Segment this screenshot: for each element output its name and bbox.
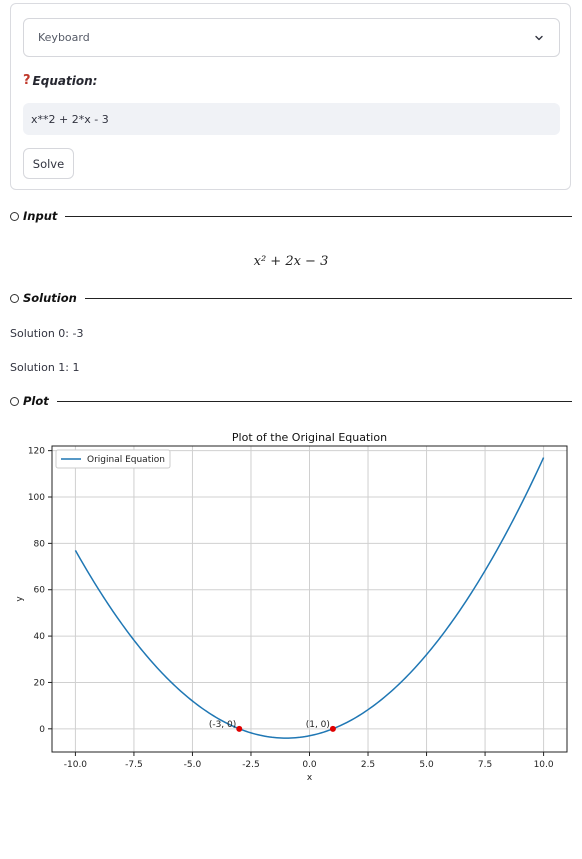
legend-label: Original Equation: [87, 455, 165, 465]
legend-box: [55, 449, 171, 469]
section-circle-icon: [10, 211, 19, 221]
y-tick-label: 60: [34, 586, 46, 596]
x-tick-label: 0.0: [302, 760, 317, 770]
input-section-title: Input: [23, 209, 58, 223]
section-divider: [84, 297, 572, 299]
y-tick-label: 20: [34, 678, 46, 688]
question-mark-icon: ?: [23, 73, 31, 88]
input-method-select[interactable]: Keyboard: [23, 18, 560, 57]
solution-1: Solution 1: 1: [10, 361, 80, 374]
x-tick-label: 5.0: [419, 760, 434, 770]
x-tick-label: 2.5: [361, 760, 375, 770]
chevron-down-icon: [535, 35, 543, 40]
y-tick-label: 100: [28, 493, 45, 503]
equation-label-text: Equation:: [32, 73, 98, 88]
plot-section-title: Plot: [23, 394, 49, 408]
solution-0: Solution 0: -3: [10, 327, 84, 340]
x-tick-label: -10.0: [64, 760, 88, 770]
section-divider: [65, 215, 572, 217]
x-tick-label: -2.5: [242, 760, 260, 770]
plot-section-header: Plot: [10, 393, 572, 409]
root-point-label: (-3, 0): [209, 720, 236, 730]
section-circle-icon: [10, 293, 19, 303]
solution-section-title: Solution: [23, 291, 77, 305]
plot-frame: [51, 445, 568, 753]
root-point-label: (1, 0): [306, 720, 330, 730]
solve-button[interactable]: Solve: [23, 148, 74, 179]
x-axis-label: x: [307, 773, 313, 783]
x-tick-label: -7.5: [125, 760, 143, 770]
equation-label: ? Equation:: [23, 73, 97, 88]
x-tick-label: 10.0: [534, 760, 554, 770]
x-tick-label: -5.0: [184, 760, 202, 770]
equation-plot: Plot of the Original Equation -10.0 -7.5 -5…: [15, 431, 568, 783]
x-tick-label: 7.5: [478, 760, 492, 770]
equation-form: Keyboard ? Equation: Solve: [10, 3, 571, 190]
rendered-equation: x² + 2x − 3: [253, 254, 329, 269]
root-point: [236, 725, 243, 732]
input-method-value: Keyboard: [38, 31, 90, 44]
input-section-header: Input: [10, 208, 572, 224]
y-tick-label: 120: [28, 447, 45, 457]
y-tick-label: 0: [39, 725, 45, 735]
y-axis-label: y: [15, 596, 25, 602]
y-tick-label: 80: [34, 539, 46, 549]
y-tick-label: 40: [34, 632, 46, 642]
series-line-original-equation: [74, 457, 545, 739]
section-circle-icon: [10, 396, 19, 406]
chart-title: Plot of the Original Equation: [232, 431, 387, 444]
section-divider: [56, 400, 572, 402]
solution-section-header: Solution: [10, 290, 572, 306]
equation-input[interactable]: [23, 103, 560, 135]
root-point: [329, 725, 336, 732]
